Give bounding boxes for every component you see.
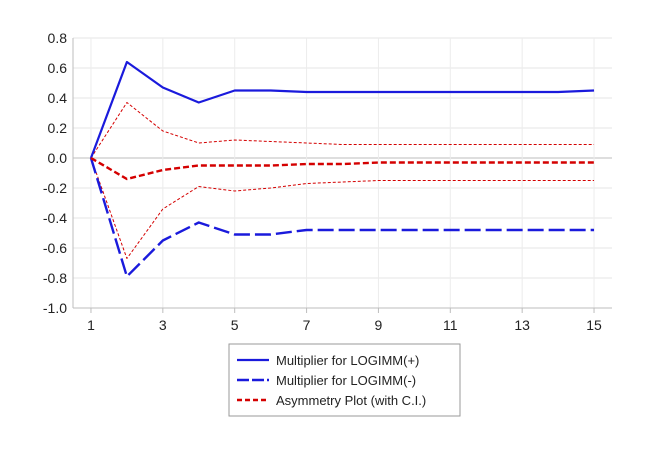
series-line-asymmetry — [90, 156, 595, 181]
legend-label-asymmetry: Asymmetry Plot (with C.I.) — [276, 393, 426, 408]
x-tick-label: 9 — [375, 317, 383, 333]
series-line-ci-upper — [90, 102, 595, 159]
y-tick-label: -1.0 — [43, 300, 67, 316]
legend-label-negative: Multiplier for LOGIMM(-) — [276, 373, 416, 388]
y-tick-label: -0.4 — [43, 210, 67, 226]
x-tick-label: 5 — [231, 317, 239, 333]
x-tick-label: 1 — [87, 317, 95, 333]
series-lines — [89, 60, 595, 278]
x-tick-label: 11 — [443, 317, 458, 333]
y-tick-label: -0.8 — [43, 270, 67, 286]
y-tick-label: 0.8 — [48, 30, 68, 46]
y-tick-label: 0.4 — [48, 90, 68, 106]
x-tick-label: 13 — [514, 317, 530, 333]
y-tick-label: 0.6 — [48, 60, 68, 76]
legend-label-positive: Multiplier for LOGIMM(+) — [276, 353, 419, 368]
y-tick-label: 0.2 — [48, 120, 68, 136]
x-tick-label: 7 — [303, 317, 311, 333]
series-line-positive — [89, 60, 595, 159]
y-tick-label: 0.0 — [48, 150, 68, 166]
x-tick-label: 15 — [586, 317, 602, 333]
x-tick-label: 3 — [159, 317, 167, 333]
tick-labels: -1.0-0.8-0.6-0.4-0.20.00.20.40.60.81 3 5 7 9… — [43, 30, 602, 333]
y-tick-label: -0.6 — [43, 240, 67, 256]
y-tick-label: -0.2 — [43, 180, 67, 196]
legend: Multiplier for LOGIMM(+) Multiplier for L… — [228, 343, 461, 417]
series-line-negative — [89, 157, 595, 278]
grid — [73, 37, 612, 309]
series-line-ci-lower — [90, 157, 595, 259]
axes — [72, 38, 612, 313]
